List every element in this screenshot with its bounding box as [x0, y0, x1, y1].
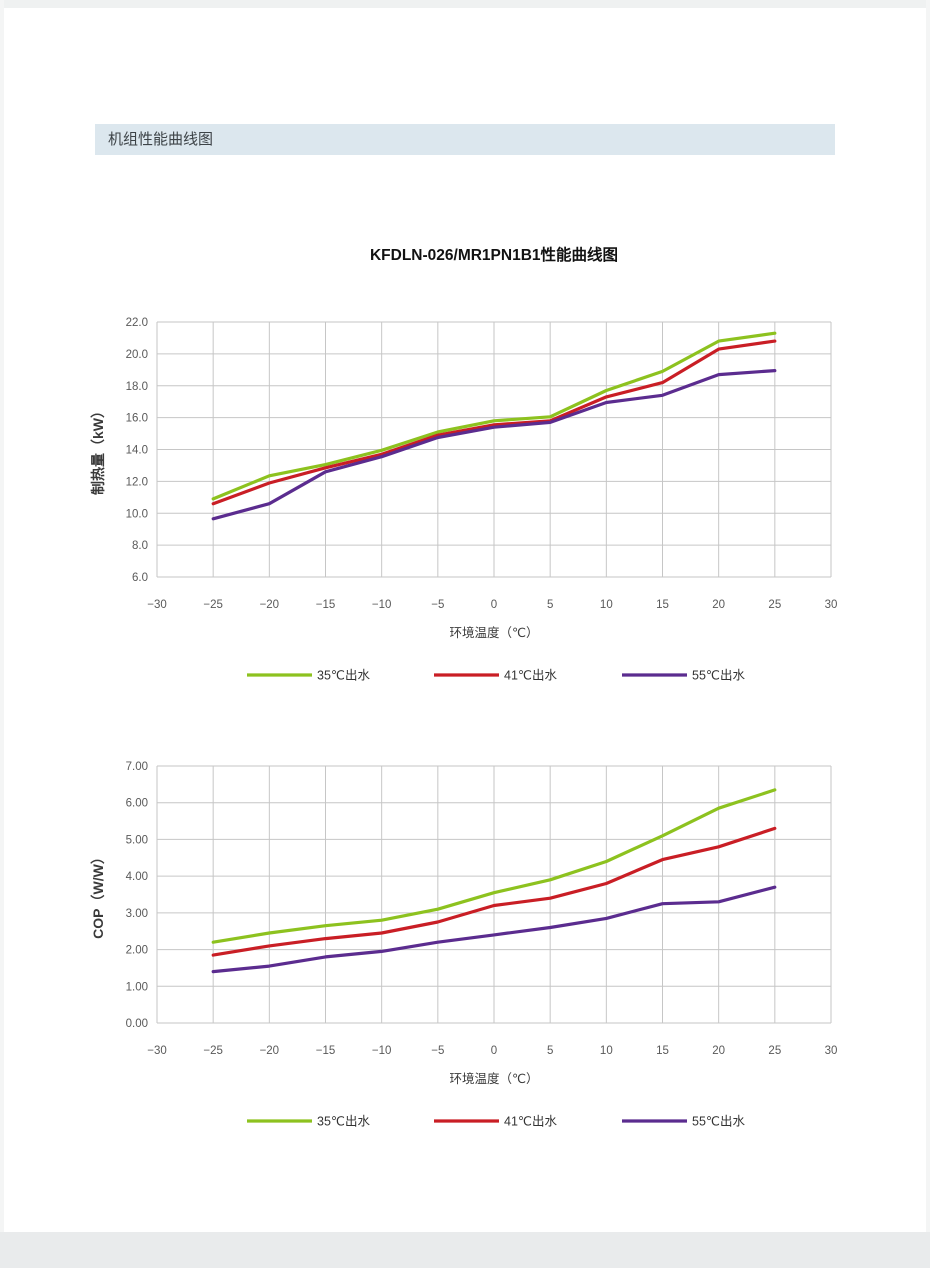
svg-text:0.00: 0.00 — [126, 1018, 148, 1030]
svg-text:5.00: 5.00 — [126, 834, 148, 846]
svg-text:5: 5 — [547, 599, 553, 611]
svg-text:1.00: 1.00 — [126, 981, 148, 993]
svg-text:0: 0 — [491, 1045, 497, 1057]
svg-text:8.0: 8.0 — [132, 540, 148, 552]
legend-label-2: 55℃出水 — [692, 669, 745, 683]
cop-legend: 35℃出水 41℃出水 55℃出水 — [247, 1115, 745, 1129]
heating-capacity-legend: 35℃出水 41℃出水 55℃出水 — [247, 669, 745, 683]
svg-text:25: 25 — [768, 599, 781, 611]
svg-text:20: 20 — [712, 1045, 725, 1057]
svg-text:20.0: 20.0 — [126, 349, 148, 361]
svg-text:5: 5 — [547, 1045, 553, 1057]
svg-text:25: 25 — [768, 1045, 781, 1057]
section-header-text: 机组性能曲线图 — [108, 131, 214, 148]
svg-text:0: 0 — [491, 599, 497, 611]
svg-text:20: 20 — [712, 599, 725, 611]
heating-capacity-tick-labels: 6.0 8.0 10.0 12.0 14.0 16.0 18.0 20.0 22.0 −30 −25… — [126, 317, 838, 611]
heating-capacity-chart: 6.0 8.0 10.0 12.0 14.0 16.0 18.0 20.0 22.0 −30 −25… — [90, 317, 837, 683]
section-header-bar: 机组性能曲线图 — [95, 124, 835, 155]
svg-text:2.00: 2.00 — [126, 945, 148, 957]
svg-text:30: 30 — [825, 599, 838, 611]
svg-text:16.0: 16.0 — [126, 413, 148, 425]
cop-gridlines — [156, 765, 832, 1024]
heating-capacity-y-axis-label: 制热量（kW） — [90, 404, 106, 495]
cop-series-line-2 — [211, 885, 777, 974]
svg-text:22.0: 22.0 — [126, 317, 148, 329]
svg-text:7.00: 7.00 — [126, 761, 148, 773]
heating-capacity-series-line-0 — [211, 331, 777, 501]
heating-capacity-series-line-1 — [211, 339, 777, 506]
legend-label-0: 35℃出水 — [317, 669, 370, 683]
svg-text:12.0: 12.0 — [126, 476, 148, 488]
svg-text:10: 10 — [600, 1045, 613, 1057]
svg-text:−25: −25 — [203, 1045, 223, 1057]
svg-text:−30: −30 — [147, 1045, 167, 1057]
page-edge-left — [0, 0, 4, 1268]
svg-text:4.00: 4.00 — [126, 871, 148, 883]
svg-text:−15: −15 — [316, 1045, 336, 1057]
page-edge-bottom — [0, 1232, 930, 1268]
page-edge-top — [0, 0, 930, 8]
svg-text:−15: −15 — [316, 599, 336, 611]
svg-text:6.0: 6.0 — [132, 572, 148, 584]
svg-text:14.0: 14.0 — [126, 445, 148, 457]
svg-text:−5: −5 — [431, 599, 444, 611]
heating-capacity-x-axis-label: 环境温度（℃） — [449, 625, 538, 640]
svg-text:15: 15 — [656, 599, 669, 611]
svg-text:30: 30 — [825, 1045, 838, 1057]
svg-text:18.0: 18.0 — [126, 381, 148, 393]
svg-text:−20: −20 — [260, 1045, 280, 1057]
heating-capacity-series-line-2 — [211, 369, 777, 521]
svg-text:−10: −10 — [372, 1045, 392, 1057]
svg-text:15: 15 — [656, 1045, 669, 1057]
svg-text:−30: −30 — [147, 599, 167, 611]
legend-label-1: 41℃出水 — [504, 1115, 557, 1129]
svg-text:−25: −25 — [203, 599, 223, 611]
svg-text:10.0: 10.0 — [126, 508, 148, 520]
cop-x-axis-label: 环境温度（℃） — [449, 1071, 538, 1086]
svg-text:6.00: 6.00 — [126, 798, 148, 810]
svg-text:−5: −5 — [431, 1045, 444, 1057]
legend-label-1: 41℃出水 — [504, 669, 557, 683]
heating-capacity-gridlines — [156, 321, 832, 578]
svg-text:10: 10 — [600, 599, 613, 611]
cop-series-line-0 — [211, 788, 777, 944]
cop-series-line-1 — [211, 826, 777, 957]
chart-title: KFDLN-026/MR1PN1B1性能曲线图 — [369, 247, 619, 264]
svg-text:3.00: 3.00 — [126, 908, 148, 920]
cop-y-axis-label: COP（W/W） — [90, 850, 106, 939]
legend-label-2: 55℃出水 — [692, 1115, 745, 1129]
svg-text:−20: −20 — [260, 599, 280, 611]
cop-tick-labels: 0.00 1.00 2.00 3.00 4.00 5.00 6.00 7.00 −30 −25 −2… — [126, 761, 838, 1057]
svg-text:−10: −10 — [372, 599, 392, 611]
page-edge-right — [926, 0, 930, 1268]
legend-label-0: 35℃出水 — [317, 1115, 370, 1129]
cop-chart: 0.00 1.00 2.00 3.00 4.00 5.00 6.00 7.00 −30 −25 −2… — [90, 761, 837, 1129]
